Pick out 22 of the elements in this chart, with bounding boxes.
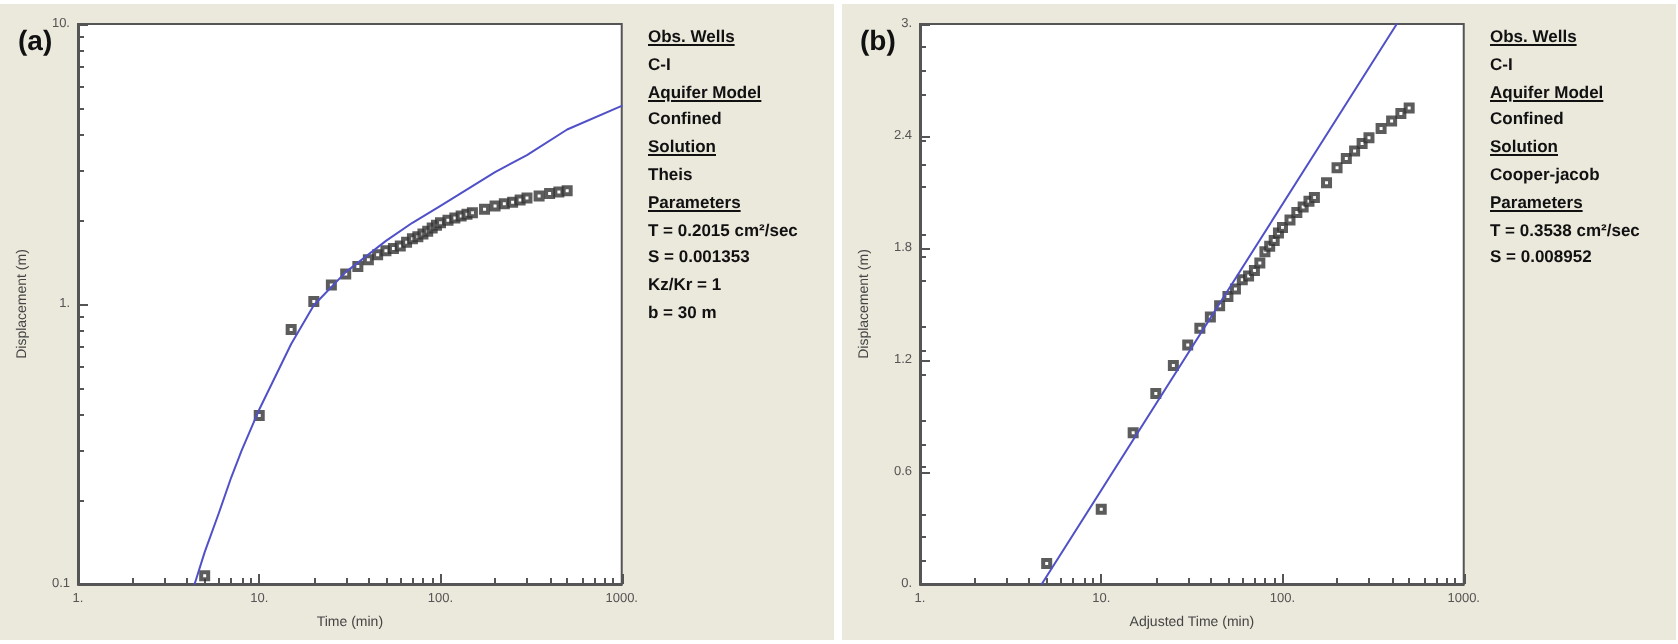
text: Solution [648,134,718,161]
text: Solution [1490,134,1560,161]
text: Aquifer Model [1490,79,1606,106]
text: T = 0.2015 cm²/sec [648,217,798,244]
text: b = 30 m [648,299,719,326]
text: Confined [648,106,724,133]
text: Obs. Wells [1490,24,1579,50]
chart-title: (a) [18,24,53,56]
text: Confined [1490,106,1566,133]
text: Obs. Wells [648,24,737,50]
text: Cooper-jacob [1490,161,1602,188]
text: S = 0.008952 [1490,244,1594,271]
text: Parameters [1490,189,1585,216]
text: C-I [1490,51,1515,78]
text: T = 0.3538 cm²/sec [1490,217,1640,244]
text: Theis [648,161,695,188]
chart-title: (b) [860,24,896,56]
text: C-I [648,51,673,78]
text: S = 0.001353 [648,244,752,271]
text: Parameters [648,189,743,216]
text: Aquifer Model [648,79,764,106]
text: Kz/Kr = 1 [648,272,724,299]
